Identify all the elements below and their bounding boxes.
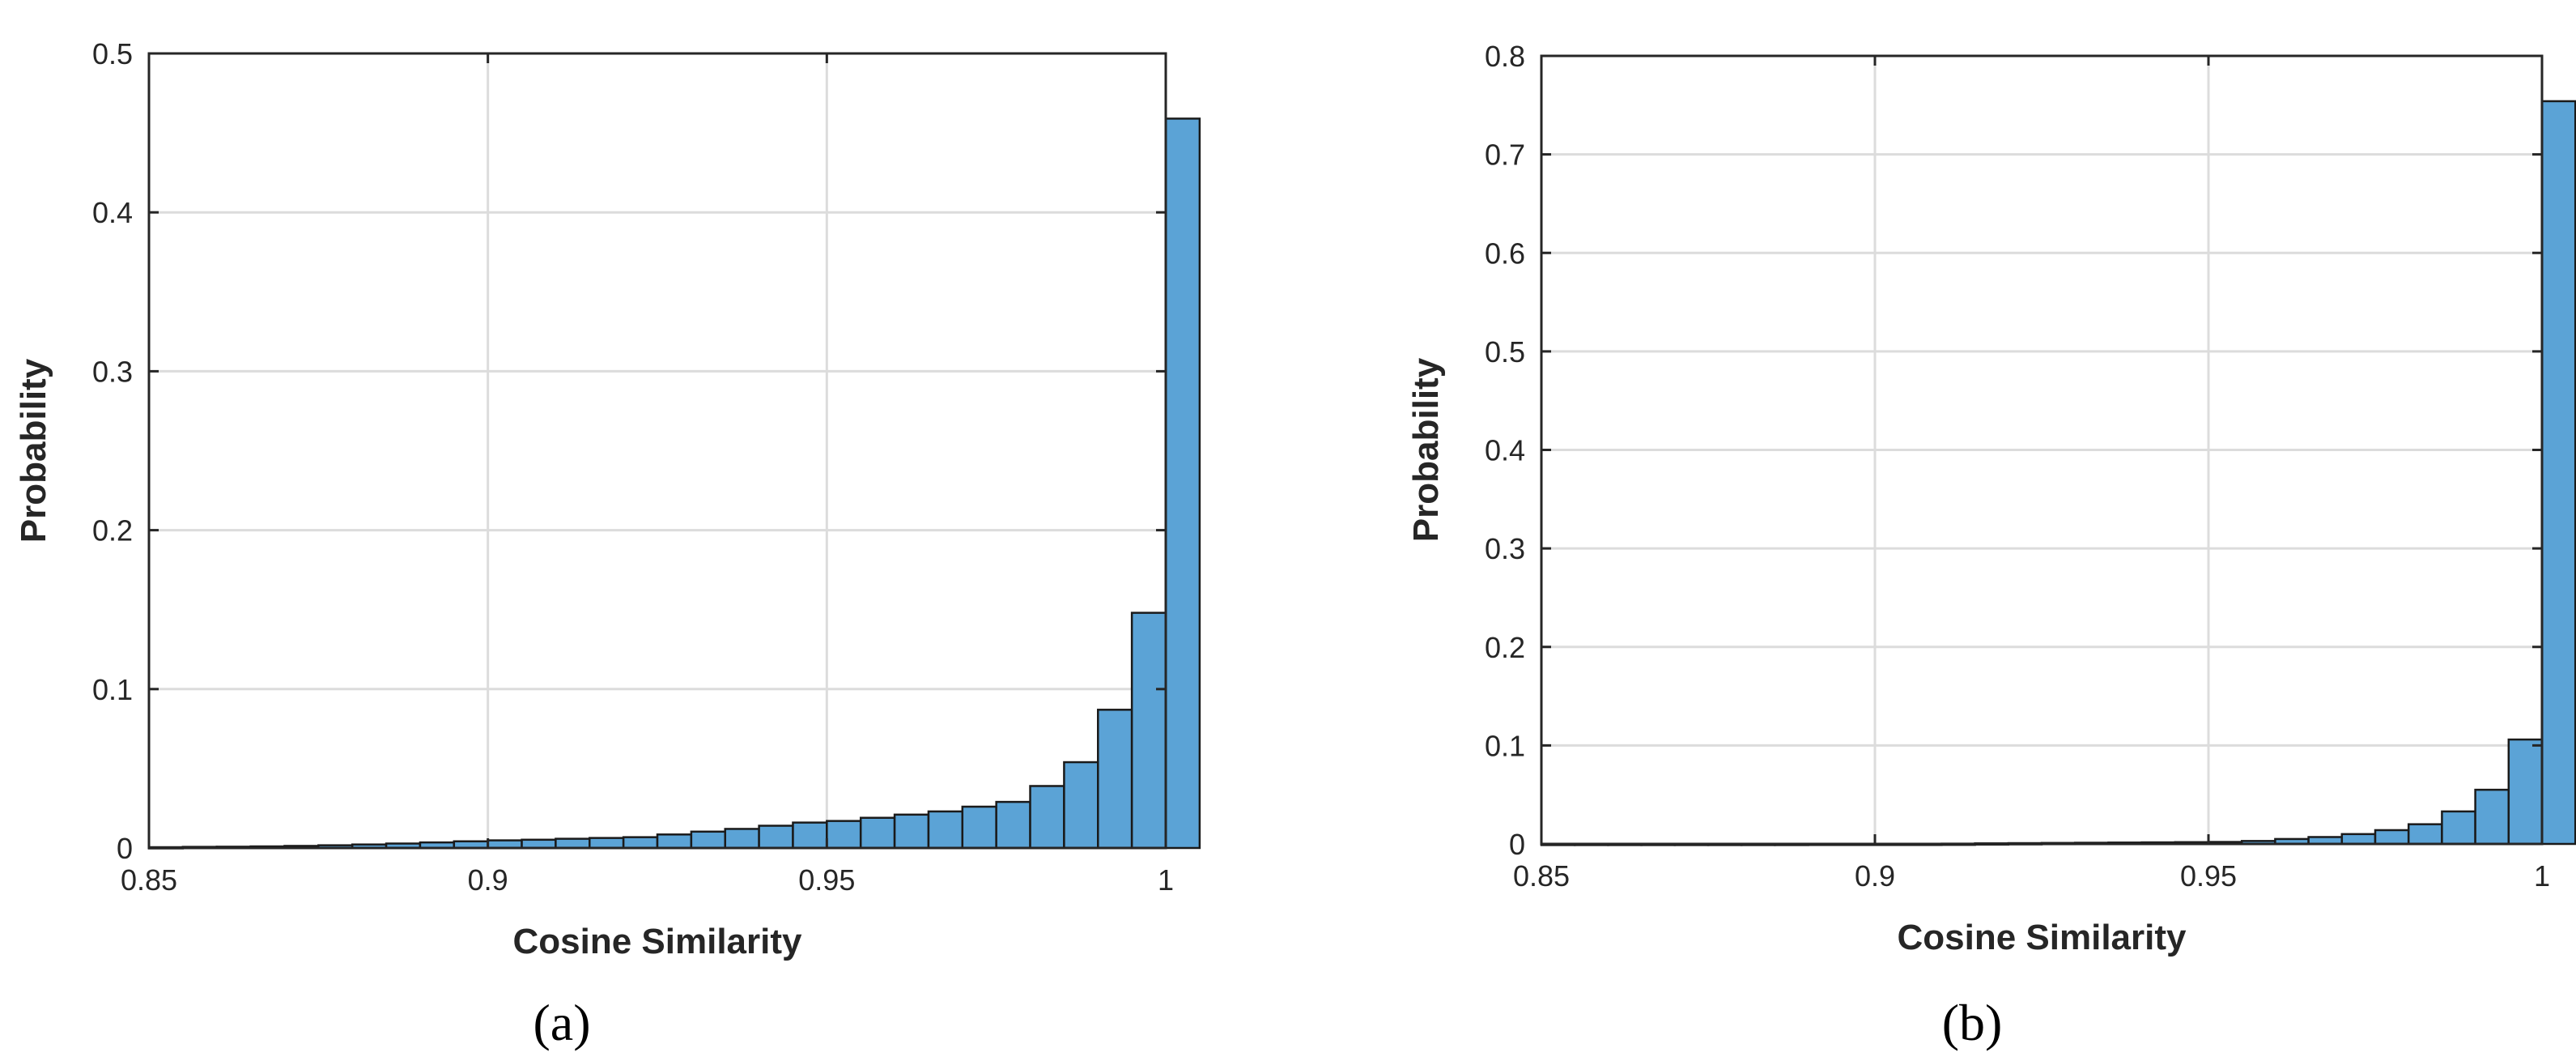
histogram-bar — [927, 810, 964, 850]
histogram-bar — [893, 813, 930, 850]
panel-caption-a: (a) — [533, 994, 590, 1051]
histogram-bar — [2507, 738, 2544, 846]
y-tick-label: 0.1 — [1485, 729, 1525, 762]
histogram-bar — [1164, 117, 1201, 850]
y-tick-label: 0.8 — [1485, 40, 1525, 73]
y-tick-label: 0.6 — [1485, 236, 1525, 270]
x-axis-label-b: Cosine Similarity — [1897, 918, 2187, 957]
histogram-bar — [1097, 709, 1133, 850]
histogram-bar — [589, 837, 625, 850]
histogram-bar — [961, 805, 997, 850]
panel-b: 0.85 0.9 0.95 1 0 0.1 0.2 0.3 0.4 0.5 0.6 0.7 0.8 Co… — [1406, 40, 2576, 1051]
histogram-bar — [555, 837, 591, 850]
bars-b — [1540, 100, 2576, 846]
histogram-bar — [2441, 810, 2476, 846]
y-tick-label: 0.7 — [1485, 138, 1525, 172]
y-tick-label: 0.2 — [1485, 631, 1525, 664]
histogram-bar — [758, 825, 794, 850]
histogram-bar — [2540, 100, 2576, 846]
histogram-bar — [1029, 785, 1065, 850]
histogram-bar — [792, 821, 828, 850]
histogram-bar — [724, 828, 760, 850]
histogram-bar — [1063, 761, 1099, 850]
x-tick-label: 0.95 — [2180, 859, 2237, 893]
grid-b — [1541, 56, 2542, 844]
x-tick-label: 0.9 — [468, 863, 508, 897]
x-tick-label: 0.95 — [798, 863, 855, 897]
y-tick-label: 0 — [117, 832, 133, 865]
histogram-bar — [656, 833, 693, 850]
panel-a: 0.85 0.9 0.95 1 0 0.1 0.2 0.3 0.4 0.5 Cosine Simi… — [14, 37, 1201, 1051]
x-tick-label: 1 — [2534, 859, 2550, 893]
y-axis-label-b: Probability — [1406, 357, 1446, 542]
histogram-bar — [826, 820, 862, 850]
histogram-bar — [622, 836, 659, 850]
y-axis-label-a: Probability — [14, 358, 53, 543]
panel-caption-b: (b) — [1942, 994, 2003, 1051]
ticks-b: 0.85 0.9 0.95 1 0 0.1 0.2 0.3 0.4 0.5 0.6 0.7 0.8 — [1485, 40, 2550, 893]
x-tick-label: 0.85 — [1513, 859, 1570, 893]
x-tick-label: 1 — [1158, 863, 1174, 897]
y-tick-label: 0.3 — [1485, 532, 1525, 565]
y-tick-label: 0.3 — [92, 355, 133, 388]
y-tick-label: 0 — [1509, 828, 1525, 861]
y-tick-label: 0.4 — [92, 196, 133, 229]
histogram-bar — [2474, 788, 2510, 846]
grid-a — [149, 53, 1166, 848]
y-tick-label: 0.4 — [1485, 434, 1525, 467]
histogram-bar — [2340, 833, 2377, 846]
x-tick-label: 0.85 — [121, 863, 177, 897]
histogram-bar — [995, 800, 1031, 850]
y-tick-label: 0.5 — [1485, 335, 1525, 369]
histogram-bar — [2374, 829, 2410, 846]
x-tick-label: 0.9 — [1855, 859, 1895, 893]
ticks-a: 0.85 0.9 0.95 1 0 0.1 0.2 0.3 0.4 0.5 — [92, 37, 1174, 897]
histogram-bar — [2407, 823, 2443, 846]
histogram-bar — [1130, 611, 1167, 850]
x-axis-label-a: Cosine Similarity — [512, 922, 802, 961]
bars-a — [147, 117, 1201, 850]
y-tick-label: 0.5 — [92, 37, 133, 70]
plot-frame-a — [147, 52, 1167, 850]
histogram-bar — [690, 830, 726, 850]
y-tick-label: 0.1 — [92, 673, 133, 706]
histogram-bar — [521, 838, 557, 850]
y-tick-label: 0.2 — [92, 514, 133, 548]
histogram-bar — [859, 816, 896, 850]
